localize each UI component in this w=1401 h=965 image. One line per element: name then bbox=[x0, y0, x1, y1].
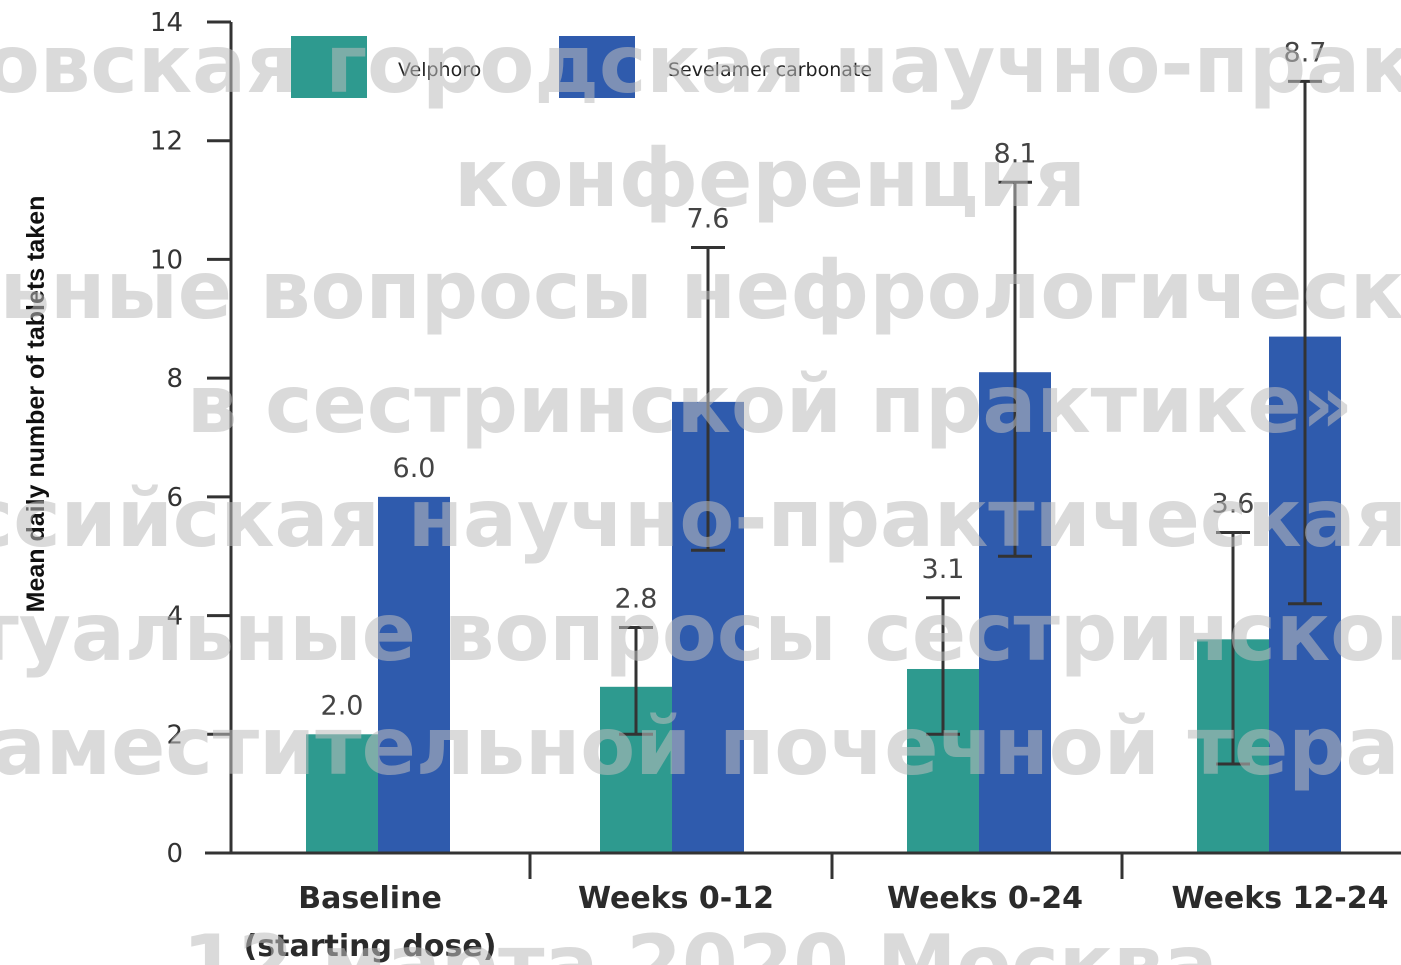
watermark-line: заместительной почечной терап bbox=[0, 700, 1401, 793]
labels-layer: 0 2 4 6 8 10 12 14 2.0 2.8 3.1 3.6 6.0 7.6 8.1 8.7 Basel… bbox=[150, 8, 1389, 964]
y-tick-label: 8 bbox=[166, 364, 183, 394]
bar-velphoro bbox=[306, 734, 378, 853]
legend: Velphoro Sevelamer carbonate bbox=[291, 36, 872, 98]
x-tick-label: Weeks 0-12 bbox=[578, 881, 774, 916]
error-bar bbox=[998, 180, 1032, 558]
legend-swatch-sevelamer bbox=[559, 36, 635, 98]
axes-layer bbox=[205, 20, 1401, 879]
error-bar bbox=[619, 625, 653, 736]
x-tick-label: (starting dose) bbox=[244, 929, 497, 964]
error-bar bbox=[1216, 530, 1250, 766]
x-tick-label: Baseline bbox=[298, 881, 442, 916]
data-label: 2.0 bbox=[321, 690, 364, 721]
watermark-line: ктуальные вопросы сестринского bbox=[0, 586, 1401, 679]
watermark-line: оссийская научно-практическая к bbox=[0, 472, 1401, 565]
legend-label-sevelamer: Sevelamer carbonate bbox=[668, 59, 872, 81]
data-label: 3.6 bbox=[1212, 488, 1255, 519]
bars-layer bbox=[306, 336, 1341, 853]
x-tick-label: Weeks 12-24 bbox=[1172, 881, 1389, 916]
data-label: 3.1 bbox=[922, 554, 965, 585]
legend-label-velphoro: Velphoro bbox=[398, 59, 481, 81]
x-tick-label: Weeks 0-24 bbox=[887, 881, 1083, 916]
y-tick-label: 10 bbox=[150, 245, 183, 275]
error-bar bbox=[926, 596, 960, 736]
data-label: 6.0 bbox=[393, 453, 436, 484]
y-tick-label: 0 bbox=[166, 839, 183, 869]
y-tick-label: 2 bbox=[166, 720, 183, 750]
y-tick-label: 6 bbox=[166, 483, 183, 513]
data-label: 7.6 bbox=[687, 204, 730, 235]
watermark: сковская городская научно-практи конфере… bbox=[0, 18, 1401, 965]
watermark-line: сковская городская научно-практи bbox=[0, 18, 1401, 111]
data-label: 8.1 bbox=[994, 138, 1037, 169]
watermark-line: льные вопросы нефрологическо bbox=[0, 244, 1401, 337]
error-bar bbox=[1288, 79, 1322, 606]
watermark-line: в сестринской практике» bbox=[187, 358, 1354, 451]
data-label: 8.7 bbox=[1284, 37, 1327, 68]
y-axis-label: Mean daily number of tablets taken bbox=[22, 196, 50, 613]
watermark-line: 12 марта 2020 Москва bbox=[182, 918, 1217, 965]
watermark-line: конференция bbox=[454, 132, 1086, 225]
legend-swatch-velphoro bbox=[291, 36, 367, 98]
y-tick-label: 4 bbox=[166, 602, 183, 632]
y-tick-label: 14 bbox=[150, 8, 183, 38]
bar-sevelamer bbox=[378, 496, 450, 853]
data-label: 2.8 bbox=[615, 583, 658, 614]
y-tick-label: 12 bbox=[150, 127, 183, 157]
error-bar bbox=[691, 246, 725, 552]
